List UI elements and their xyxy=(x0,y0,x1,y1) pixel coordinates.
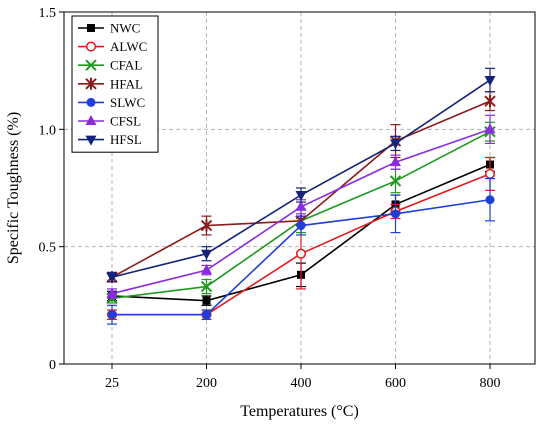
data-point xyxy=(485,195,495,205)
legend-label: CFSL xyxy=(110,114,141,129)
legend-item: NWC xyxy=(78,21,140,36)
legend-label: HFSL xyxy=(110,132,142,147)
legend-label: SLWC xyxy=(110,95,145,110)
legend-label: ALWC xyxy=(110,39,147,54)
data-point xyxy=(484,123,496,134)
data-point xyxy=(106,273,118,284)
legend-item: CFSL xyxy=(78,114,141,129)
legend-marker xyxy=(85,77,97,90)
legend-label: CFAL xyxy=(110,58,142,73)
data-point xyxy=(295,191,307,202)
legend-item: SLWC xyxy=(78,95,145,110)
legend-item: HFSL xyxy=(78,132,142,147)
data-point xyxy=(202,296,211,305)
data-point xyxy=(200,280,213,293)
legend-marker xyxy=(85,135,97,146)
plot-frame xyxy=(63,11,536,365)
legend-label: HFAL xyxy=(110,76,143,91)
legend-marker xyxy=(85,59,97,71)
series-group xyxy=(106,67,496,325)
y-axis-title: Specific Toughness (%) xyxy=(5,112,22,264)
y-tick-label: 0.5 xyxy=(39,241,57,256)
y-tick-label: 0 xyxy=(49,358,56,373)
x-tick-label: 200 xyxy=(196,376,217,391)
data-point xyxy=(484,76,496,87)
x-tick-label: 800 xyxy=(480,376,501,391)
legend-item: ALWC xyxy=(78,39,147,54)
data-point xyxy=(295,200,307,211)
legend-marker xyxy=(87,24,95,32)
y-tick-label: 1.0 xyxy=(39,123,57,138)
data-point xyxy=(391,209,400,219)
data-point xyxy=(202,310,211,320)
data-point xyxy=(295,248,307,259)
data-point xyxy=(106,287,118,298)
data-point xyxy=(390,156,401,167)
x-axis-title: Temperatures (°C) xyxy=(240,403,359,420)
legend-item: CFAL xyxy=(78,58,142,73)
x-tick-label: 600 xyxy=(385,376,406,391)
data-point xyxy=(484,168,496,179)
series-hfsl xyxy=(106,67,496,284)
x-tick-label: 25 xyxy=(105,376,119,391)
legend-marker xyxy=(85,115,97,125)
data-point xyxy=(201,249,212,260)
data-point xyxy=(200,219,213,232)
data-point xyxy=(107,310,117,320)
legend-label: NWC xyxy=(110,21,140,36)
data-point xyxy=(484,95,496,108)
axes: 25 200 400 600 800 0 0.5 1.0 1.5 xyxy=(39,6,501,391)
series-cfsl xyxy=(106,114,496,299)
data-point xyxy=(201,264,212,275)
y-tick-label: 1.5 xyxy=(39,6,57,21)
x-tick-label: 400 xyxy=(291,376,312,391)
data-point xyxy=(389,175,402,187)
legend-marker xyxy=(85,41,97,52)
data-point xyxy=(296,221,306,231)
data-point xyxy=(390,139,401,150)
legend-item: HFAL xyxy=(78,76,143,91)
legend: NWC ALWC CFAL HFAL SLWC CFSL HFSL xyxy=(71,15,159,153)
legend-marker xyxy=(86,97,96,107)
series-slwc xyxy=(107,178,495,325)
